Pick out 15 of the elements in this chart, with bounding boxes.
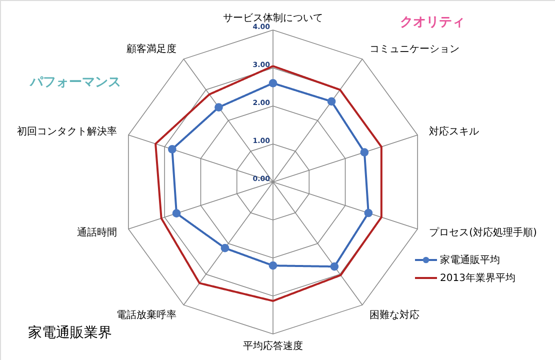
spoke-label: 困難な対応 xyxy=(369,308,420,321)
text: パフォーマンス xyxy=(29,75,121,90)
spoke-label: コミュニケーション xyxy=(369,44,460,56)
spoke-label: プロセス(対応処理手順) xyxy=(429,226,538,239)
legend-label: 家電通販平均 xyxy=(440,254,500,266)
spoke-label: 顧客満足度 xyxy=(126,43,177,56)
spoke-label: 平均応答速度 xyxy=(243,340,303,352)
spoke-label: 電話放棄呼率 xyxy=(116,308,177,321)
text: クオリティ xyxy=(400,15,465,30)
spoke-label: サービス体制について xyxy=(223,12,323,24)
legend-label: 2013年業界平均 xyxy=(440,272,516,284)
spoke-label: 対応スキル xyxy=(429,125,480,138)
text: 家電通販業界 xyxy=(28,325,112,341)
spoke-label: 通話時間 xyxy=(76,226,117,239)
spoke-label: 初回コンタクト解決率 xyxy=(16,125,117,138)
